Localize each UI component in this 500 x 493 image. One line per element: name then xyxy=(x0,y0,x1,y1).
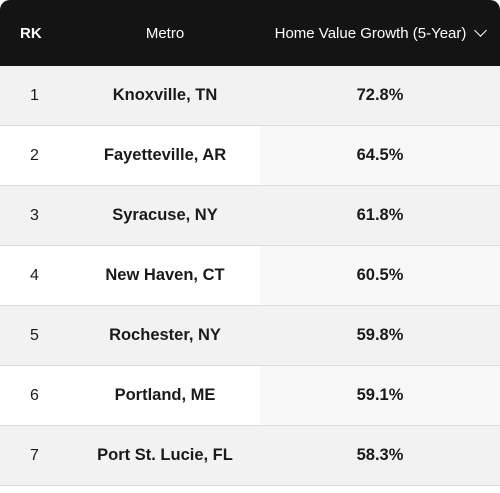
table-row[interactable]: 6 Portland, ME 59.1% xyxy=(0,366,500,426)
rank-cell: 6 xyxy=(30,386,39,404)
growth-cell: 64.5% xyxy=(260,126,500,185)
metro-cell: Fayetteville, AR xyxy=(103,146,227,164)
table-row[interactable]: 2 Fayetteville, AR 64.5% xyxy=(0,126,500,186)
header-rank[interactable]: RK xyxy=(20,24,42,42)
header-metro[interactable]: Metro xyxy=(145,24,185,42)
metro-cell: Portland, ME xyxy=(114,386,216,404)
growth-cell: 58.3% xyxy=(260,426,500,485)
table-row[interactable]: 4 New Haven, CT 60.5% xyxy=(0,246,500,306)
metro-cell: New Haven, CT xyxy=(105,266,225,284)
table-row[interactable]: 3 Syracuse, NY 61.8% xyxy=(0,186,500,246)
growth-cell: 60.5% xyxy=(260,246,500,305)
table-row[interactable]: 1 Knoxville, TN 72.8% xyxy=(0,66,500,126)
growth-cell: 72.8% xyxy=(260,66,500,125)
rank-cell: 3 xyxy=(30,206,39,224)
chevron-down-icon xyxy=(474,24,488,37)
table-header: RK Metro Home Value Growth (5-Year) xyxy=(0,0,500,66)
metro-cell: Knoxville, TN xyxy=(112,86,218,104)
growth-cell: 61.8% xyxy=(260,186,500,245)
table-row[interactable]: 7 Port St. Lucie, FL 58.3% xyxy=(0,426,500,486)
metro-cell: Port St. Lucie, FL xyxy=(97,446,233,464)
table-body: 1 Knoxville, TN 72.8% 2 Fayetteville, AR… xyxy=(0,66,500,486)
header-growth-cell: Home Value Growth (5-Year) xyxy=(260,24,500,42)
growth-cell: 59.1% xyxy=(260,366,500,425)
growth-cell: 59.8% xyxy=(260,306,500,365)
rank-cell: 5 xyxy=(30,326,39,344)
rank-cell: 1 xyxy=(30,86,39,104)
sort-growth-button[interactable]: Home Value Growth (5-Year) xyxy=(274,24,488,42)
metro-cell: Syracuse, NY xyxy=(112,206,218,224)
rank-cell: 4 xyxy=(30,266,39,284)
rank-cell: 2 xyxy=(30,146,39,164)
table-row[interactable]: 5 Rochester, NY 59.8% xyxy=(0,306,500,366)
header-growth-label: Home Value Growth (5-Year) xyxy=(274,24,467,42)
metro-cell: Rochester, NY xyxy=(109,326,221,344)
rank-cell: 7 xyxy=(30,446,39,464)
